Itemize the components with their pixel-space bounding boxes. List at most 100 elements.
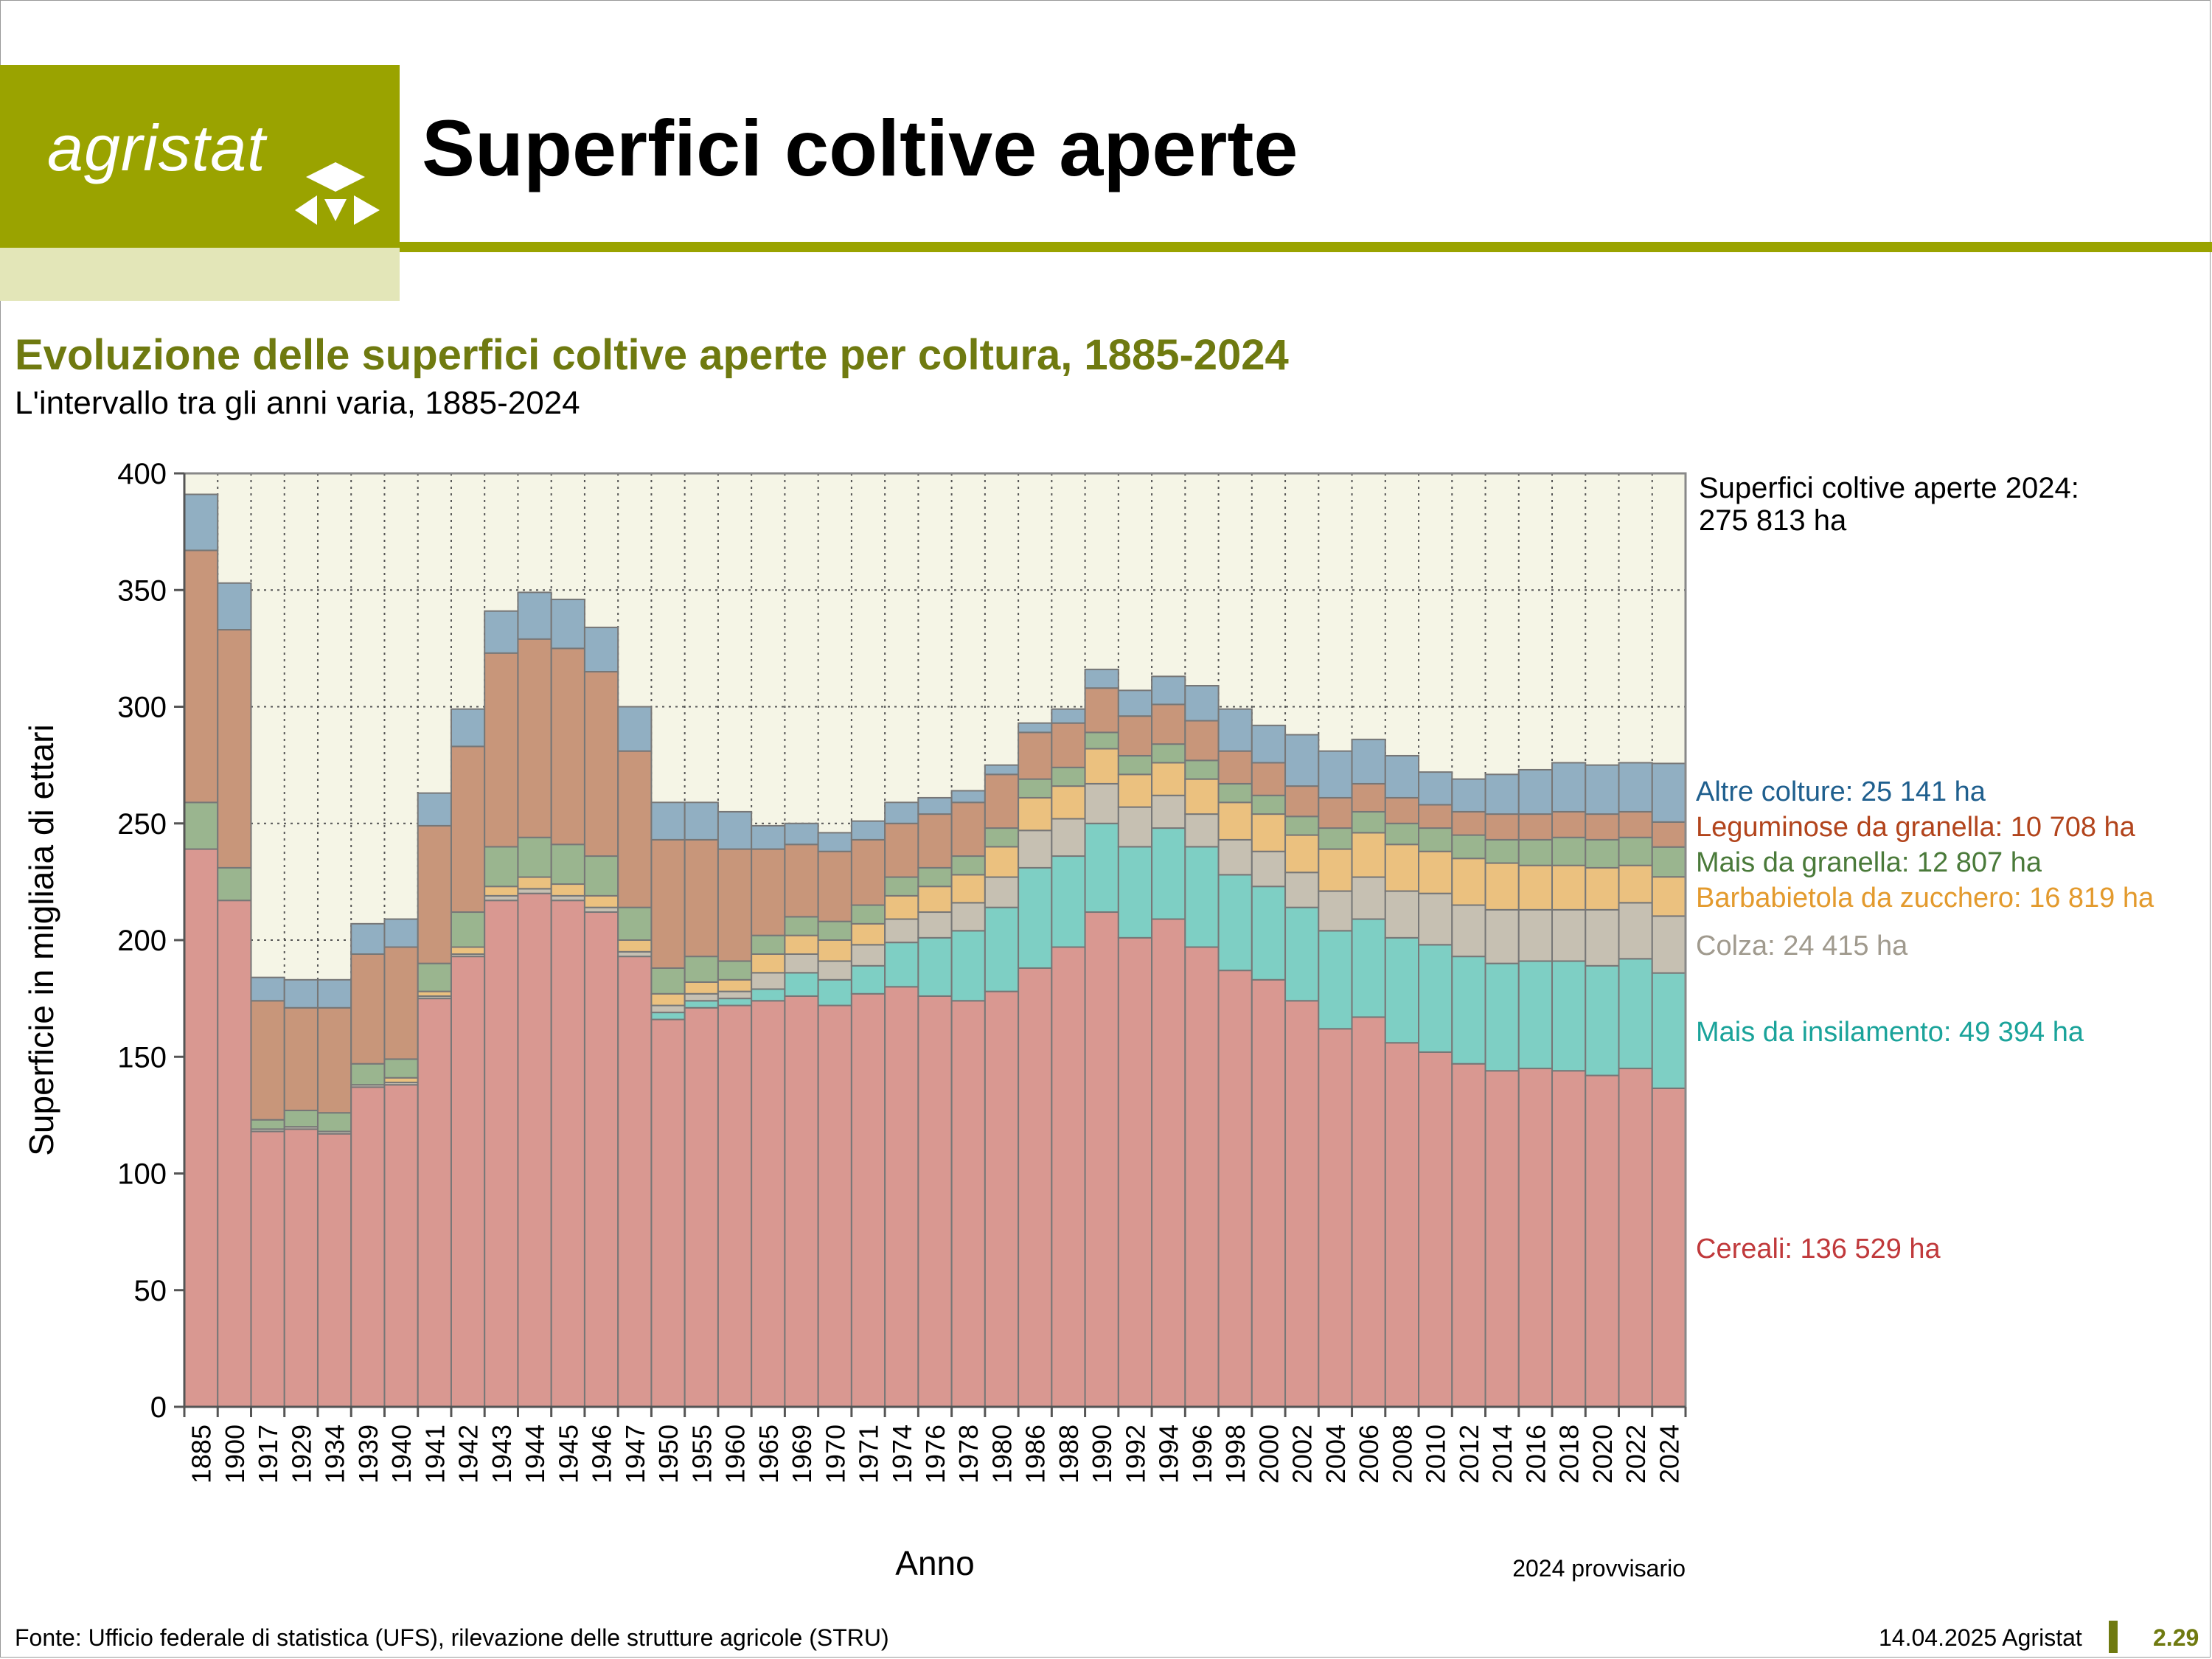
bar-segment	[917, 936, 953, 997]
bar-segment	[550, 647, 585, 846]
footer-divider	[2109, 1621, 2118, 1653]
bar-segment	[950, 874, 986, 904]
bar-segment	[1484, 862, 1520, 911]
bar-segment	[1117, 936, 1153, 1408]
bar-segment	[1051, 818, 1086, 858]
bar-segment	[1084, 731, 1119, 750]
bar-segment	[417, 998, 452, 1408]
x-tick-label: 1946	[587, 1425, 617, 1484]
bar-segment	[1318, 750, 1353, 799]
bar-segment	[1551, 836, 1587, 866]
bar-segment	[784, 995, 819, 1408]
bar-segment	[1418, 804, 1453, 830]
bar-segment	[450, 708, 486, 748]
bar-segment	[1351, 918, 1386, 1018]
bar-segment	[1651, 972, 1687, 1089]
bar-segment	[1184, 813, 1220, 848]
bar-segment	[1517, 768, 1554, 815]
bar-segment	[1618, 1068, 1653, 1408]
bar-segment	[1517, 813, 1554, 841]
bar-segment	[484, 846, 519, 888]
bar-segment	[1418, 850, 1453, 894]
bar-segment	[217, 900, 252, 1408]
x-tick-label: 1988	[1054, 1425, 1084, 1484]
bar-segment	[316, 1112, 352, 1133]
bar-segment	[717, 1004, 753, 1408]
chart-title: Evoluzione delle superfici coltive apert…	[15, 331, 1289, 379]
bar-segment	[817, 920, 852, 942]
bar-segment	[517, 892, 552, 1408]
bar-segment	[950, 801, 986, 858]
bar-segment	[817, 832, 852, 852]
bar-segment	[1351, 782, 1386, 813]
x-tick-label: 1942	[453, 1425, 484, 1484]
bar-segment	[717, 998, 753, 1006]
bar-segment	[1051, 785, 1086, 820]
bar-segment	[1551, 908, 1587, 962]
bar-segment	[1184, 720, 1220, 762]
bar-segment	[1418, 771, 1453, 806]
x-tick-label: 1950	[653, 1425, 684, 1484]
bar-segment	[316, 1133, 352, 1408]
bar-segment	[884, 876, 919, 897]
bar-segment	[417, 962, 452, 992]
bar-segment	[850, 838, 886, 906]
y-tick-label: 350	[117, 574, 167, 607]
bar-segment	[684, 956, 719, 983]
bar-segment	[517, 836, 552, 878]
bar-segment	[1451, 904, 1486, 958]
bar-segment	[1251, 724, 1287, 764]
legend-label: Colza: 24 415 ha	[1696, 931, 1908, 961]
bar-segment	[984, 827, 1020, 848]
bar-segment	[1517, 838, 1554, 866]
bar-segment	[250, 976, 285, 1002]
bar-segment	[1117, 689, 1153, 717]
logo-diamond-icon	[295, 162, 380, 225]
x-tick-label: 2008	[1387, 1425, 1417, 1484]
bar-segment	[1284, 834, 1320, 874]
bar-segment	[1217, 838, 1253, 876]
bar-segment	[1551, 960, 1587, 1072]
x-tick-label: 2010	[1421, 1425, 1451, 1484]
bar-segment	[1184, 846, 1220, 948]
bar-segment	[383, 946, 419, 1060]
x-tick-label: 1917	[253, 1425, 283, 1484]
legend-label: Barbabietola da zucchero: 16 819 ha	[1696, 883, 2154, 914]
bar-segment	[884, 822, 919, 878]
bar-segment	[1284, 734, 1320, 787]
bar-segment	[751, 953, 786, 974]
x-tick-label: 1976	[920, 1425, 950, 1484]
x-tick-label: 2014	[1487, 1425, 1517, 1484]
bar-segment	[1585, 813, 1620, 841]
bar-segment	[884, 986, 919, 1408]
bar-segment	[684, 981, 719, 995]
bar-segment	[184, 801, 219, 850]
bar-segment	[1184, 685, 1220, 722]
legend-label: Leguminose da granella: 10 708 ha	[1696, 812, 2136, 843]
bar-segment	[917, 813, 953, 869]
bar-segment	[283, 1110, 319, 1128]
bar-segment	[1217, 708, 1253, 752]
bar-segment	[717, 960, 753, 981]
bar-segment	[450, 911, 486, 948]
x-tick-label: 1970	[820, 1425, 850, 1484]
bar-segment	[984, 876, 1020, 908]
bar-segment	[650, 992, 686, 1006]
x-tick-label: 1941	[420, 1425, 450, 1484]
bar-segment	[1318, 930, 1353, 1030]
bar-segment	[1251, 813, 1287, 852]
x-tick-label: 1996	[1187, 1425, 1217, 1484]
bar-segment	[1484, 908, 1520, 964]
y-tick-label: 400	[117, 458, 167, 490]
y-tick-label: 250	[117, 808, 167, 841]
bar-segment	[1618, 762, 1653, 813]
bar-segment	[984, 773, 1020, 830]
bar-segment	[1284, 906, 1320, 1002]
bar-segment	[617, 956, 653, 1408]
bar-segment	[850, 922, 886, 946]
x-tick-label: 2024	[1654, 1425, 1684, 1484]
y-tick-label: 0	[150, 1391, 167, 1424]
bar-segment	[817, 978, 852, 1006]
bar-segment	[1651, 876, 1687, 917]
bar-segment	[1151, 827, 1186, 920]
